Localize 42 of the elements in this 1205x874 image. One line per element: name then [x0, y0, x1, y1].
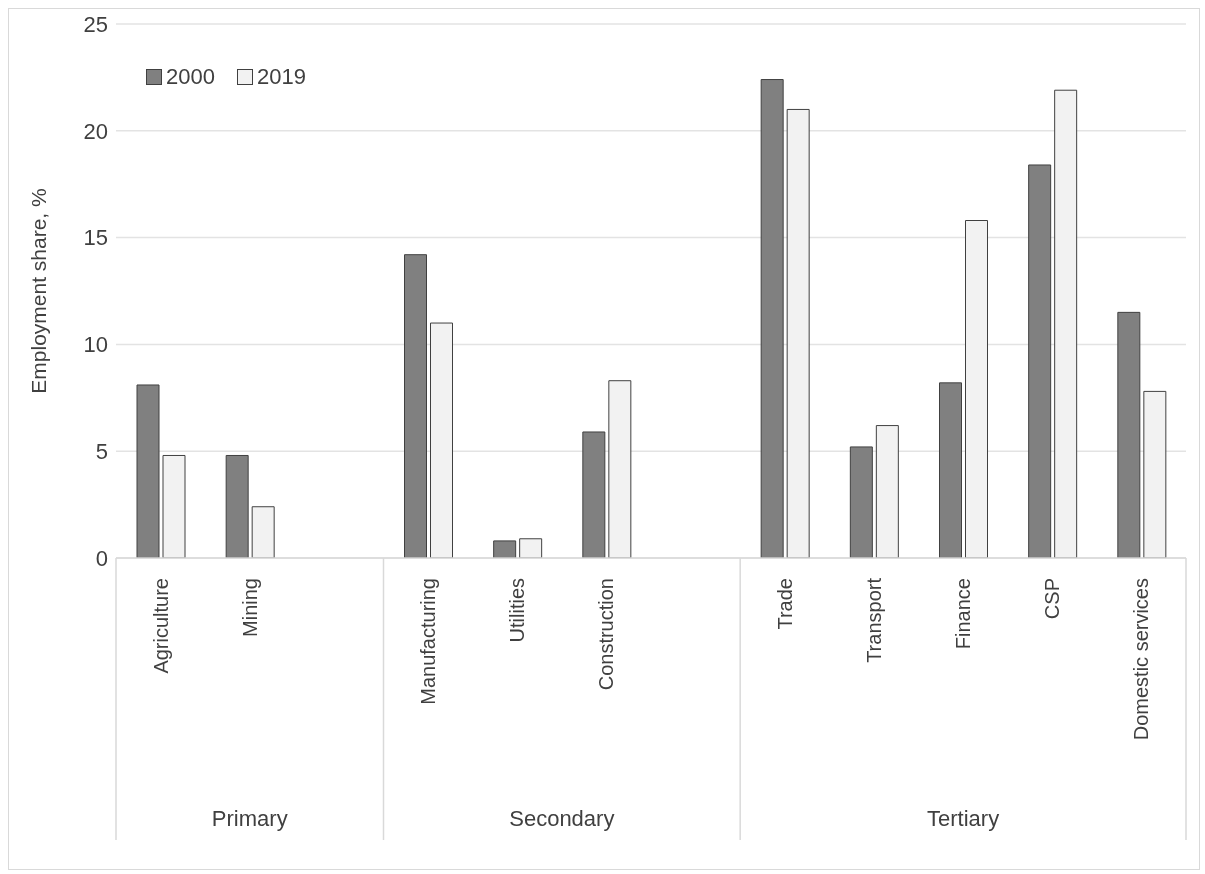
- x-tick-label: Transport: [862, 577, 885, 663]
- bar: [430, 322, 453, 558]
- y-tick-label: 25: [83, 11, 108, 37]
- bar: [251, 506, 275, 558]
- y-axis-title: Employment share, %: [27, 188, 51, 394]
- y-tick-label: 20: [83, 118, 108, 144]
- bar: [1028, 164, 1052, 558]
- bar: [162, 454, 186, 558]
- y-tick-label: 5: [95, 439, 108, 465]
- legend-label: 2019: [256, 64, 306, 90]
- bar: [939, 382, 962, 558]
- x-tick-label: Agriculture: [149, 578, 172, 674]
- bar: [519, 538, 543, 558]
- bar: [1054, 89, 1078, 558]
- y-tick-label: 0: [95, 545, 108, 571]
- bar: [849, 446, 873, 558]
- text: Tertiary: [927, 806, 1000, 831]
- x-tick-label: Construction: [595, 578, 618, 691]
- bar: [582, 431, 606, 558]
- x-tick-label: Trade: [773, 578, 796, 630]
- bar: [493, 540, 517, 558]
- y-tick-label: 10: [83, 332, 108, 358]
- x-tick-label: Mining: [238, 578, 261, 637]
- bar: [608, 380, 632, 558]
- x-tick-label: Domestic services: [1130, 578, 1153, 741]
- text: Primary: [211, 806, 288, 831]
- bar: [875, 425, 899, 558]
- bar: [760, 79, 784, 558]
- text: Secondary: [509, 806, 615, 831]
- bar: [1143, 390, 1167, 558]
- x-tick-label: Finance: [952, 578, 975, 650]
- bar: [1117, 311, 1141, 558]
- x-tick-label: CSP: [1041, 578, 1064, 620]
- bar: [965, 220, 988, 558]
- x-tick-label: Utilities: [506, 578, 529, 643]
- bar: [404, 254, 427, 558]
- y-tick-label: 15: [83, 225, 108, 251]
- bar: [225, 454, 249, 558]
- legend-label: 2000: [166, 64, 215, 90]
- bar: [786, 108, 810, 558]
- x-tick-label: Manufacturing: [417, 578, 440, 705]
- bar: [136, 384, 160, 558]
